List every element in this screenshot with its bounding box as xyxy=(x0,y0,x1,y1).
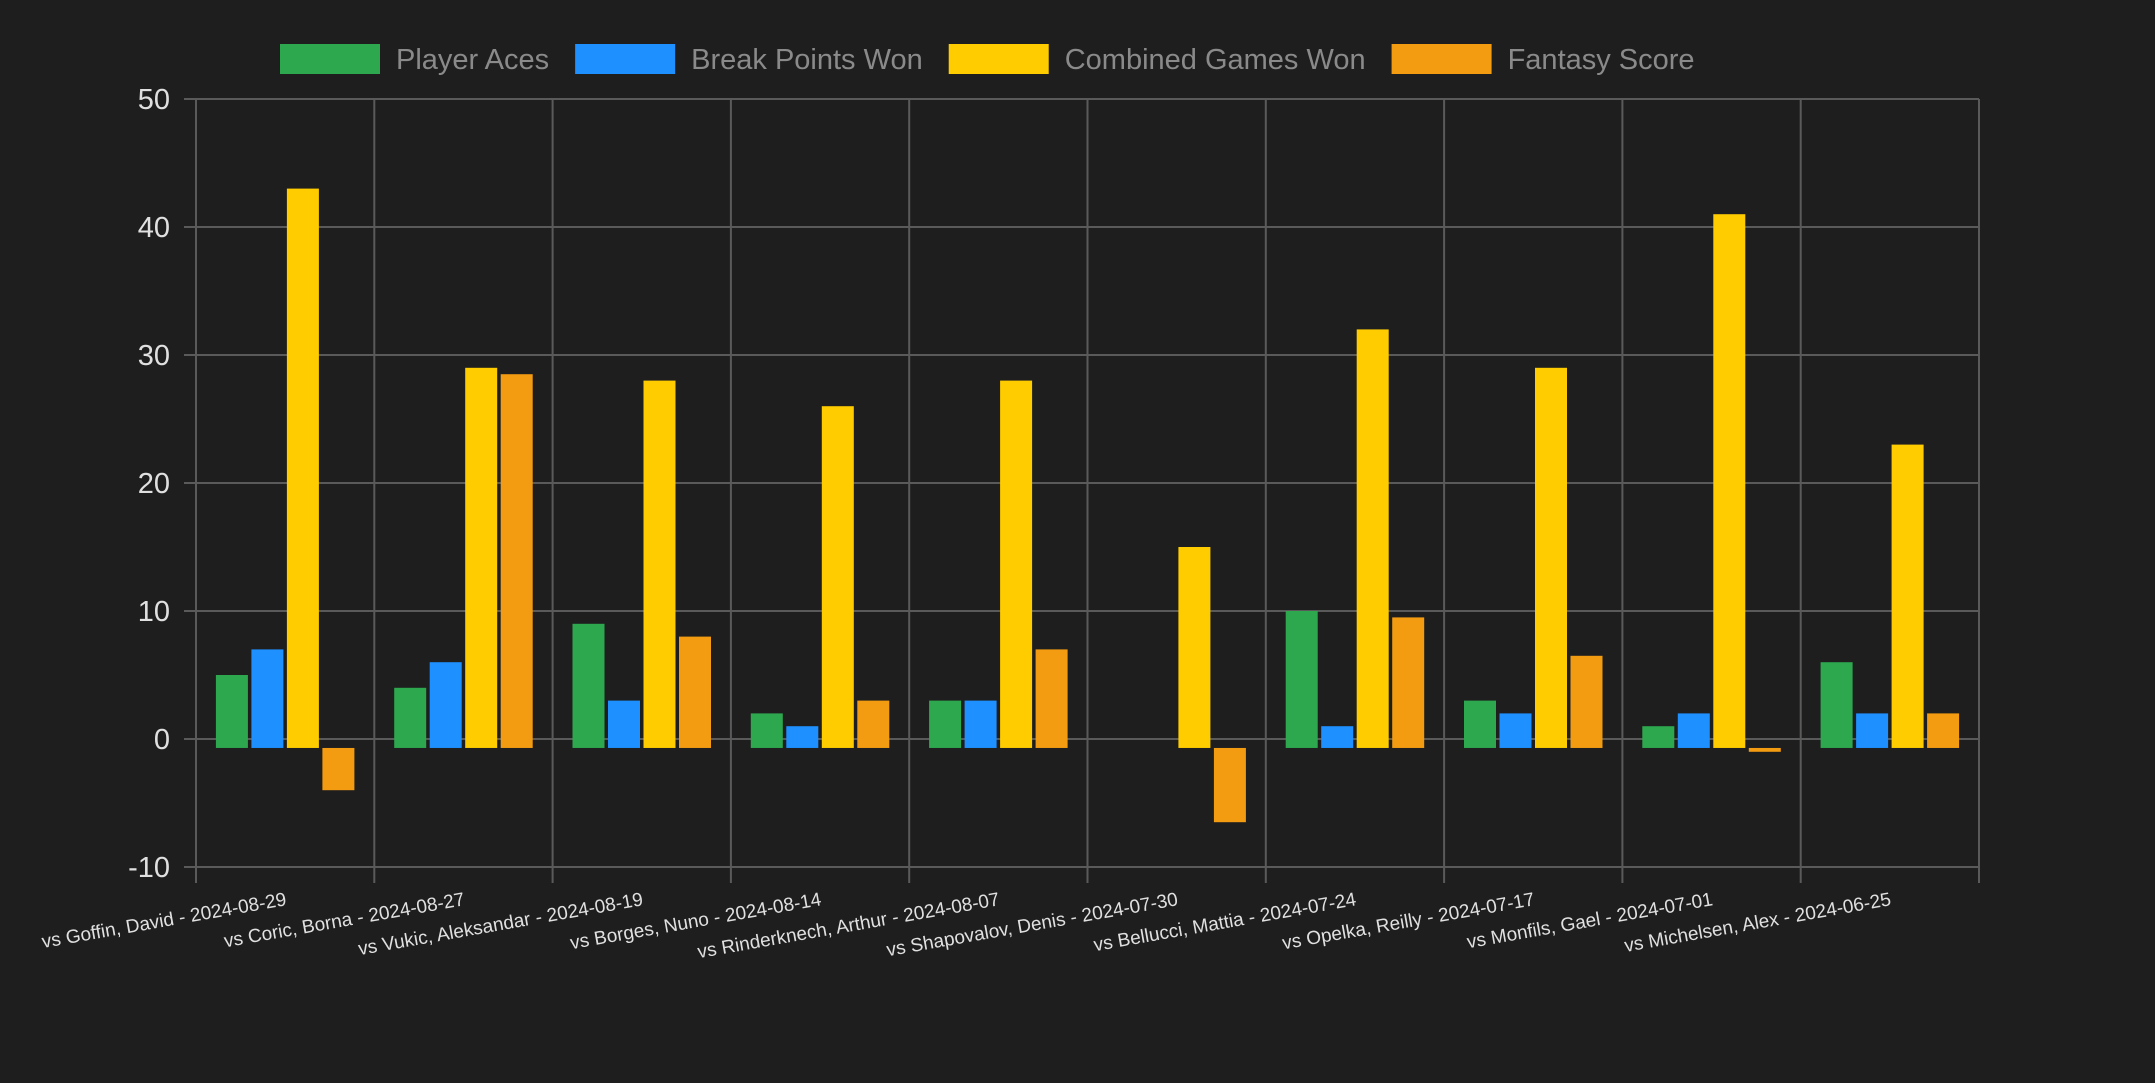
bar-break-points-won xyxy=(1677,713,1710,748)
grid xyxy=(184,98,1980,883)
bar-fantasy-score xyxy=(679,636,711,748)
bar-player-aces xyxy=(394,687,427,748)
bar-fantasy-score xyxy=(1927,713,1960,748)
bar-player-aces xyxy=(215,675,248,748)
y-tick-label: 10 xyxy=(138,596,170,628)
bar-break-points-won xyxy=(429,662,462,748)
legend-swatch xyxy=(1391,44,1492,74)
bar-combined-games-won xyxy=(1356,329,1389,748)
legend-label: Fantasy Score xyxy=(1508,44,1695,76)
bar-break-points-won xyxy=(251,649,284,748)
legend: Player Aces Break Points Won Combined Game… xyxy=(280,44,1695,76)
bar-fantasy-score xyxy=(1570,655,1603,748)
y-tick-label: 40 xyxy=(138,212,170,244)
bar-fantasy-score xyxy=(1035,649,1068,748)
bar-fantasy-score xyxy=(1213,747,1246,823)
y-tick-label: 50 xyxy=(138,84,170,116)
bar-combined-games-won xyxy=(1000,380,1033,748)
bar-break-points-won xyxy=(1321,726,1354,748)
legend-label: Player Aces xyxy=(396,44,549,76)
bar-combined-games-won xyxy=(286,188,319,748)
bar-player-aces xyxy=(1285,611,1318,748)
y-axis: -10 0 10 20 30 40 50 xyxy=(128,84,170,884)
y-tick-label: 30 xyxy=(138,340,170,372)
y-tick-label: 20 xyxy=(138,468,170,500)
bar-player-aces xyxy=(750,713,783,748)
x-tick-label: vs Rinderknech, Arthur - 2024-08-07 xyxy=(696,889,1001,963)
bar-player-aces xyxy=(929,700,962,748)
bar-break-points-won xyxy=(1856,713,1889,748)
legend-label: Break Points Won xyxy=(691,44,923,76)
bar-fantasy-score xyxy=(500,374,533,748)
y-tick-label: 0 xyxy=(154,724,170,756)
bar-combined-games-won xyxy=(1713,214,1746,748)
bar-combined-games-won xyxy=(1178,547,1211,748)
bar-fantasy-score xyxy=(322,747,355,791)
bar-break-points-won xyxy=(1499,713,1532,748)
bar-combined-games-won xyxy=(643,380,676,748)
legend-label: Combined Games Won xyxy=(1065,44,1366,76)
bar-player-aces xyxy=(1642,726,1675,748)
bar-break-points-won xyxy=(786,726,819,748)
bar-combined-games-won xyxy=(1891,444,1924,748)
bar-combined-games-won xyxy=(465,367,498,748)
x-tick-label: vs Shapovalov, Denis - 2024-07-30 xyxy=(885,889,1180,961)
legend-swatch xyxy=(575,44,676,74)
bar-break-points-won xyxy=(964,700,997,748)
bar-combined-games-won xyxy=(821,406,854,748)
bar-break-points-won xyxy=(608,700,640,748)
bar-player-aces xyxy=(1820,662,1853,748)
bar-fantasy-score xyxy=(1392,617,1425,748)
bar-combined-games-won xyxy=(1535,367,1567,748)
bar-fantasy-score xyxy=(1748,747,1781,752)
bar-fantasy-score xyxy=(857,700,890,748)
bars xyxy=(215,188,1960,823)
legend-swatch xyxy=(280,44,380,74)
bar-player-aces xyxy=(572,623,605,748)
y-tick-label: -10 xyxy=(128,852,170,884)
bar-player-aces xyxy=(1464,700,1496,748)
legend-swatch xyxy=(948,44,1049,74)
